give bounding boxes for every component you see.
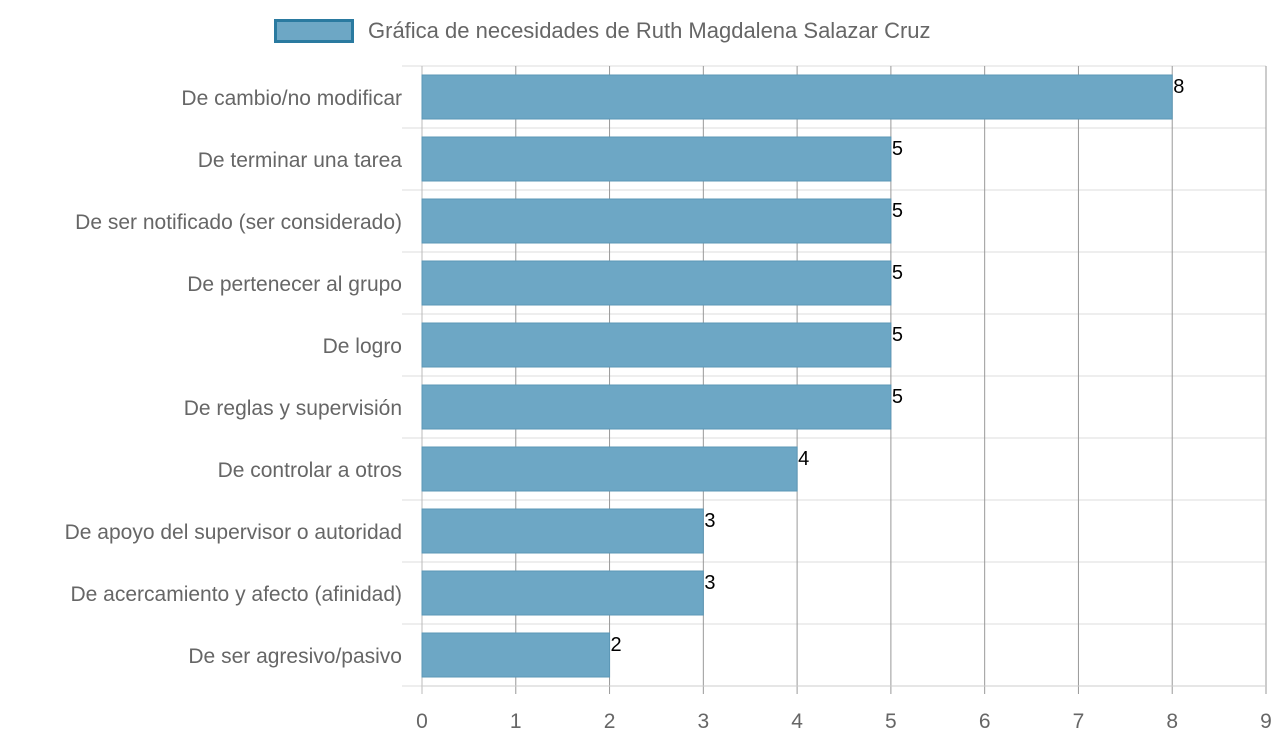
x-tick-label: 2 xyxy=(604,710,616,733)
data-label: 5 xyxy=(892,200,903,222)
category-label: De pertenecer al grupo xyxy=(187,273,402,296)
category-label: De apoyo del supervisor o autoridad xyxy=(65,521,402,544)
bar[interactable] xyxy=(421,198,892,244)
legend-label[interactable]: Gráfica de necesidades de Ruth Magdalena… xyxy=(368,18,931,43)
category-label: De ser agresivo/pasivo xyxy=(188,645,402,668)
category-label: De acercamiento y afecto (afinidad) xyxy=(71,583,403,606)
data-label: 8 xyxy=(1173,76,1184,98)
data-label: 5 xyxy=(892,386,903,408)
x-tick-label: 8 xyxy=(1166,710,1178,733)
x-tick-label: 1 xyxy=(510,710,522,733)
data-label: 2 xyxy=(611,634,622,656)
data-label: 5 xyxy=(892,262,903,284)
legend[interactable]: Gráfica de necesidades de Ruth Magdalena… xyxy=(274,17,931,45)
bar[interactable] xyxy=(421,260,892,306)
category-label: De controlar a otros xyxy=(218,459,402,482)
bar[interactable] xyxy=(421,446,798,492)
category-label: De reglas y supervisión xyxy=(184,397,402,420)
bar[interactable] xyxy=(421,570,704,616)
data-label: 5 xyxy=(892,324,903,346)
bar[interactable] xyxy=(421,74,1173,120)
x-tick-label: 0 xyxy=(416,710,428,733)
bar[interactable] xyxy=(421,508,704,554)
x-tick-label: 7 xyxy=(1073,710,1085,733)
bar[interactable] xyxy=(421,384,892,430)
bar[interactable] xyxy=(421,136,892,182)
category-label: De cambio/no modificar xyxy=(181,87,402,110)
data-label: 4 xyxy=(798,448,809,470)
data-label: 3 xyxy=(704,572,715,594)
data-label: 3 xyxy=(704,510,715,532)
category-label: De ser notificado (ser considerado) xyxy=(75,211,402,234)
x-tick-label: 3 xyxy=(697,710,709,733)
category-label: De logro xyxy=(323,335,402,358)
bar[interactable] xyxy=(421,632,611,678)
x-tick-label: 9 xyxy=(1260,710,1272,733)
data-label: 5 xyxy=(892,138,903,160)
x-tick-label: 4 xyxy=(791,710,803,733)
legend-swatch[interactable] xyxy=(274,19,354,43)
category-label: De terminar una tarea xyxy=(198,149,403,172)
bar[interactable] xyxy=(421,322,892,368)
x-tick-label: 6 xyxy=(979,710,991,733)
x-tick-label: 5 xyxy=(885,710,897,733)
